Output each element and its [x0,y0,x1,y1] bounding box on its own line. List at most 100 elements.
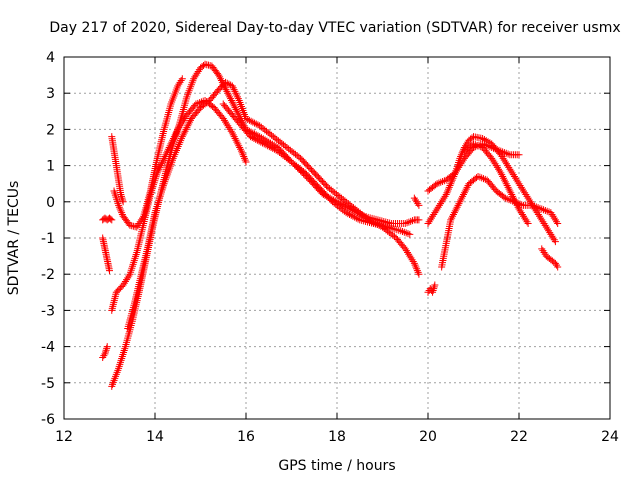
data-point [482,141,490,149]
data-point [229,131,237,139]
data-point [347,211,355,219]
data-point [117,192,125,200]
y-tick-label: -5 [41,376,55,392]
data-point [503,182,511,190]
data-point [510,194,518,202]
data-point [238,149,246,157]
data-point [497,147,505,155]
data-point [242,158,250,166]
data-point [424,220,432,228]
data-point [504,162,512,170]
data-point [502,149,510,157]
data-point [257,138,265,146]
data-point [547,230,555,238]
data-point [175,80,183,88]
data-point [239,151,247,159]
data-point [471,141,479,149]
data-point [484,142,492,150]
data-point [193,69,201,77]
data-point [480,175,488,183]
data-point [513,201,521,209]
data-point [176,78,184,86]
data-point [533,209,541,217]
data-point [456,162,464,170]
series-segment-13 [424,140,523,195]
data-points [99,60,562,390]
y-tick-label: 0 [46,195,55,211]
data-point [523,218,531,226]
series-segment-10 [410,194,423,209]
data-point [120,279,128,287]
data-point [401,220,409,228]
data-point [495,146,503,154]
data-point [493,146,501,154]
data-point [501,194,509,202]
data-point [438,198,446,206]
data-point [103,343,111,351]
data-point [390,233,398,241]
data-point [536,204,544,212]
data-point [108,216,116,224]
data-point [215,71,223,79]
data-point [505,163,513,171]
data-point [551,238,559,246]
data-point [230,102,238,110]
data-point [178,133,186,141]
data-point [174,82,182,90]
data-point [457,196,465,204]
data-point [429,286,437,294]
data-point [253,136,261,144]
data-point [240,154,248,162]
data-point [248,134,256,142]
data-point [553,218,561,226]
data-point [247,133,255,141]
data-point [499,172,507,180]
data-point [107,215,115,223]
y-tick-label: -3 [41,303,55,319]
data-point [269,144,277,152]
data-point [437,200,445,208]
data-point [196,99,204,107]
data-point [501,158,509,166]
data-point [474,172,482,180]
data-point [403,219,411,227]
data-point [520,212,528,220]
data-point [517,183,525,191]
data-point [538,205,546,213]
data-point [413,265,421,273]
data-point [476,173,484,181]
data-point [500,149,508,157]
data-point [516,207,524,215]
data-point [342,209,350,217]
data-point [433,180,441,188]
data-point [227,96,235,104]
data-point [164,147,172,155]
data-point [413,198,421,206]
data-point [194,99,202,107]
data-point [547,209,555,217]
data-point [413,267,421,275]
data-point [449,210,457,218]
data-point [488,154,496,162]
data-point [229,84,237,92]
data-point [244,115,252,123]
data-point [258,139,266,147]
data-point [425,218,433,226]
data-point [412,263,420,271]
data-point [534,210,542,218]
series-segment-1 [99,234,113,275]
data-point [255,137,263,145]
data-point [405,218,413,226]
data-point [232,136,240,144]
data-point [223,79,231,87]
data-point [264,142,272,150]
x-tick-label: 18 [328,429,346,445]
data-point [231,87,239,95]
data-point [346,210,354,218]
data-point [179,131,187,139]
series-segment-9 [219,100,414,238]
data-point [106,267,113,275]
data-point [537,214,545,222]
data-point [230,86,238,94]
data-point [502,180,510,188]
